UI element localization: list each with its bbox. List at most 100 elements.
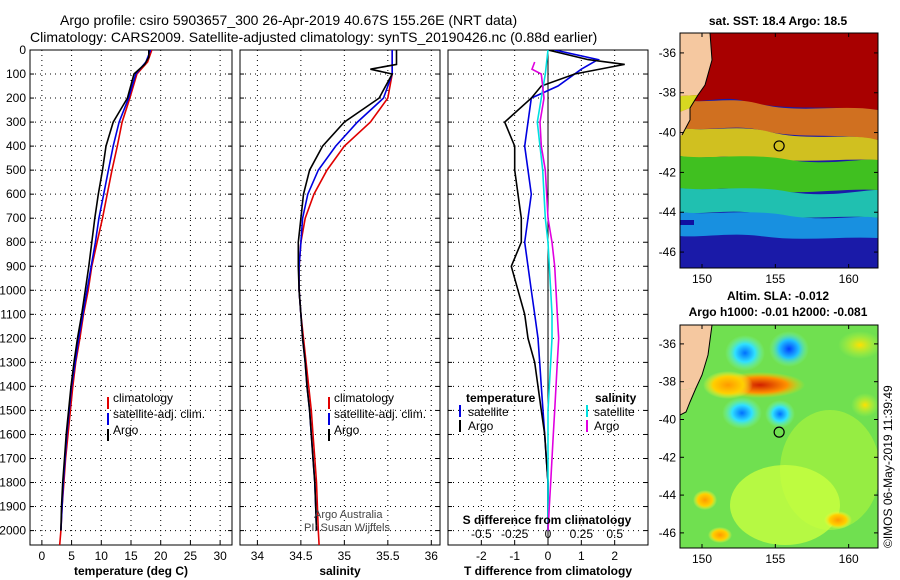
depth-tick-label: 700 [6, 211, 26, 225]
temperature-legend: climatology satellite-adj. clim. Argo [107, 391, 205, 441]
sst-map-panel: sat. SST: 18.4 Argo: 18.5 150 155 160 -36 -3… [659, 14, 879, 286]
sla-map-ticks: 150 155 160 -36 -38 -40 -42 -44 -46 [659, 325, 878, 566]
sla-field [680, 325, 878, 548]
depth-tick-label: 1500 [0, 403, 26, 417]
depth-tick-label: 200 [6, 91, 26, 105]
sst-dark-patch [680, 220, 694, 225]
depth-tick-label: 1400 [0, 379, 26, 393]
s-diff-tick-label: -0.5 [471, 527, 492, 541]
sst-cyan-band [680, 188, 878, 218]
x-tick-label: 2 [611, 549, 618, 563]
salinity-series [297, 50, 398, 545]
temperature-grid [30, 49, 232, 545]
x-tick-label: 35 [338, 549, 352, 563]
map-lat-label: -40 [659, 126, 677, 140]
legend-s-satellite: satellite [594, 405, 635, 419]
legend-argo: Argo [113, 423, 139, 437]
credit-pi: PI: Susan Wijffels [304, 522, 390, 534]
imos-timestamp: ©IMOS 06-May-2019 11:39:49 [881, 385, 895, 548]
map-lat-label: -38 [659, 375, 677, 389]
sst-land-lower [680, 108, 690, 136]
series-line-temperature-argo [503, 50, 625, 531]
map-lat-label: -44 [659, 488, 677, 502]
series-line-temperature-satellite [523, 50, 601, 531]
credit-argo-australia: Argo Australia [314, 509, 383, 521]
depth-tick-label: 600 [6, 187, 26, 201]
sla-map-title: Altim. SLA: -0.012 [727, 289, 829, 303]
sla-orange-eddy-3 [708, 527, 732, 543]
series-line-argo [297, 50, 398, 531]
difference-legend: temperature satellite Argo salinity sate… [459, 391, 637, 433]
sal-legend-argo: Argo [334, 423, 360, 437]
sst-yellow-band [680, 128, 878, 161]
sst-map-title: sat. SST: 18.4 Argo: 18.5 [709, 14, 848, 28]
depth-tick-label: 1200 [0, 331, 26, 345]
map-lat-label: -38 [659, 86, 677, 100]
depth-tick-label: 1900 [0, 500, 26, 514]
map-lat-label: -42 [659, 450, 677, 464]
sla-map-frame [679, 324, 879, 549]
salinity-x-ticks: 34 34.5 35 35.5 36 [251, 541, 439, 563]
x-tick-label: 34.5 [289, 549, 313, 563]
s-diff-tick-label: 0.25 [570, 527, 594, 541]
difference-s-ticks: -0.5 -0.25 0 0.25 0.5 [471, 527, 623, 541]
depth-tick-label: 100 [6, 67, 26, 81]
difference-t-ticks: -2 -1 0 1 2 [476, 541, 618, 563]
sla-yellow-eddy-1 [838, 331, 878, 359]
series-line-climatology [58, 50, 153, 545]
depth-tick-label: 1600 [0, 427, 26, 441]
depth-tick-label: 1000 [0, 283, 26, 297]
map-lat-label: -36 [659, 46, 677, 60]
legend-temperature-title: temperature [466, 391, 536, 405]
sst-coastline [681, 33, 713, 136]
map-lon-label: 150 [692, 272, 712, 286]
sla-orange-eddy-4 [824, 511, 852, 529]
depth-tick-label: 300 [6, 115, 26, 129]
map-lon-label: 155 [765, 552, 785, 566]
x-tick-label: 0 [545, 549, 552, 563]
legend-climatology: climatology [113, 391, 173, 405]
title-line-2: Climatology: CARS2009. Satellite-adjuste… [30, 29, 597, 45]
sst-orange-band [680, 100, 878, 140]
legend-t-argo: Argo [468, 419, 494, 433]
salinity-plot-frame [239, 49, 441, 546]
sst-lightblue-band [680, 212, 878, 239]
series-line-salinity-satellite [536, 50, 553, 531]
depth-tick-label: 0 [19, 43, 26, 57]
sla-orange-eddy-2 [693, 490, 717, 510]
map-lat-label: -36 [659, 337, 677, 351]
sla-land-upper [680, 325, 712, 390]
temperature-x-label: temperature (deg C) [74, 564, 188, 578]
map-lat-label: -46 [659, 526, 677, 540]
map-lon-label: 160 [839, 272, 859, 286]
salinity-legend: climatology satellite-adj. clim. Argo [328, 391, 426, 441]
x-tick-label: 34 [251, 549, 265, 563]
s-diff-x-label: S difference from climatology [463, 513, 632, 527]
x-tick-label: 5 [68, 549, 75, 563]
x-tick-label: -2 [476, 549, 487, 563]
sst-map-ticks: 150 155 160 -36 -38 -40 -42 -44 -46 [659, 33, 878, 286]
x-tick-label: 36 [425, 549, 439, 563]
depth-tick-label: 1100 [0, 307, 26, 321]
series-line-salinity-argo [531, 61, 560, 531]
sst-land-upper [680, 33, 712, 96]
temperature-panel: 0100200300400500600700800900100011001200… [0, 43, 233, 578]
depth-tick-label: 400 [6, 139, 26, 153]
series-line-argo [60, 50, 150, 531]
x-tick-label: 0 [39, 549, 46, 563]
depth-tick-label: 500 [6, 163, 26, 177]
sla-blue-eddy-1 [769, 331, 809, 367]
map-lon-label: 160 [839, 552, 859, 566]
legend-salinity-title: salinity [595, 391, 637, 405]
sla-yellow-eddy-2 [851, 393, 878, 417]
t-diff-x-label: T difference from climatology [464, 564, 632, 578]
sla-cyan-eddy-1 [725, 335, 765, 371]
salinity-panel: 34 34.5 35 35.5 36 salinity climatology sate… [239, 49, 441, 578]
difference-series [503, 50, 625, 531]
map-lat-label: -40 [659, 412, 677, 426]
map-lon-label: 150 [692, 552, 712, 566]
s-diff-tick-label: 0 [545, 527, 552, 541]
sla-map-panel: Altim. SLA: -0.012 Argo h1000: -0.01 h20… [659, 289, 879, 566]
sst-coast-band [680, 95, 698, 112]
temperature-x-ticks: 0 5 10 15 20 25 30 [39, 541, 227, 563]
